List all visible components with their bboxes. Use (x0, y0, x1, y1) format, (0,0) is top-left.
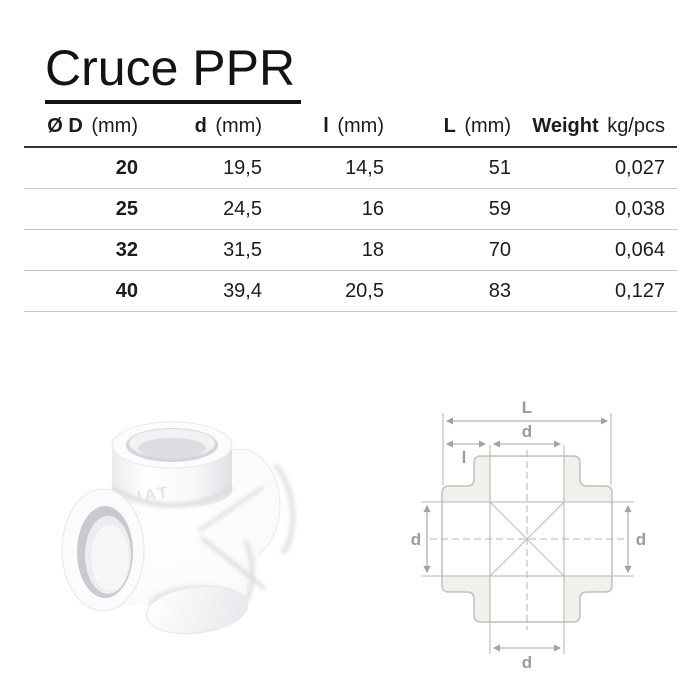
table-cell: 14,5 (262, 147, 384, 189)
table-row: 32 31,5 18 70 0,064 (24, 229, 677, 271)
table-cell: 59 (384, 188, 511, 230)
header-symbol: d (194, 115, 207, 137)
product-photo-cross-fitting: IAT (61, 421, 296, 635)
header-symbol: L (443, 115, 456, 137)
dimension-L-label: L (522, 398, 532, 417)
table-cell: 16 (262, 188, 384, 230)
table-cell: 70 (384, 229, 511, 271)
left-socket-opening (61, 488, 145, 612)
header-symbol: Ø D (47, 115, 83, 137)
center-lines (430, 450, 624, 630)
dimension-l-label: l (462, 448, 467, 467)
table-row: 25 24,5 16 59 0,038 (24, 188, 677, 230)
table-cell: 24,5 (138, 188, 262, 230)
table-row: 20 19,5 14,5 51 0,027 (24, 147, 677, 189)
table-cell: 0,064 (511, 229, 677, 271)
table-row: 40 39,4 20,5 83 0,127 (24, 270, 677, 312)
header-symbol: l (323, 115, 329, 137)
table-cell: 25 (24, 188, 138, 230)
column-header-L: L (mm) (384, 102, 511, 148)
header-symbol: Weight (532, 115, 599, 137)
table-cell: 20 (24, 147, 138, 189)
table-cell: 0,127 (511, 270, 677, 312)
header-unit: (mm) (464, 115, 511, 137)
table-cell: 0,038 (511, 188, 677, 230)
table-cell: 31,5 (138, 229, 262, 271)
column-header-l: l (mm) (262, 102, 384, 148)
dimension-lines (423, 417, 632, 652)
dimension-d-top-label: d (522, 422, 532, 441)
table-cell: 32 (24, 229, 138, 271)
table-cell: 18 (262, 229, 384, 271)
header-unit: (mm) (215, 115, 262, 137)
top-socket-opening (111, 421, 233, 469)
embossed-brand-text: IAT (136, 484, 172, 506)
table-cell: 0,027 (511, 147, 677, 189)
table-cell: 51 (384, 147, 511, 189)
column-header-outer-diameter: Ø D (mm) (24, 102, 138, 148)
bottom-socket-face (145, 585, 249, 635)
dimension-d-right-label: d (636, 530, 646, 549)
dimension-diagram-cross-section: L d l d d d (411, 398, 646, 672)
dimensions-table: Ø D (mm) d (mm) l (mm) L (mm) Weight k (24, 102, 677, 312)
column-header-d: d (mm) (138, 102, 262, 148)
table-cell: 83 (384, 270, 511, 312)
page-title: Cruce PPR (45, 40, 302, 104)
table-cell: 40 (24, 270, 138, 312)
page-title-wrap: Cruce PPR (45, 40, 302, 104)
table-cell: 39,4 (138, 270, 262, 312)
header-unit: (mm) (91, 115, 138, 137)
header-unit: kg/pcs (607, 115, 665, 137)
table-cell: 20,5 (262, 270, 384, 312)
table-cell: 19,5 (138, 147, 262, 189)
fitting-shading (112, 463, 296, 606)
header-unit: (mm) (337, 115, 384, 137)
table-header-row: Ø D (mm) d (mm) l (mm) L (mm) Weight k (24, 102, 677, 148)
column-header-weight: Weight kg/pcs (511, 102, 677, 148)
dimension-d-left-label: d (411, 530, 421, 549)
dimension-d-bottom-label: d (522, 653, 532, 672)
